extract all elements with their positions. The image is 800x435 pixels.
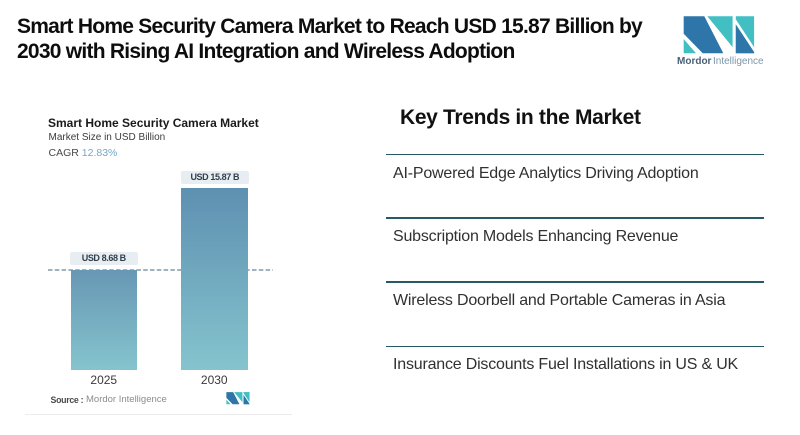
svg-text:Intelligence: Intelligence <box>713 56 764 67</box>
svg-text:Mordor: Mordor <box>677 56 712 67</box>
